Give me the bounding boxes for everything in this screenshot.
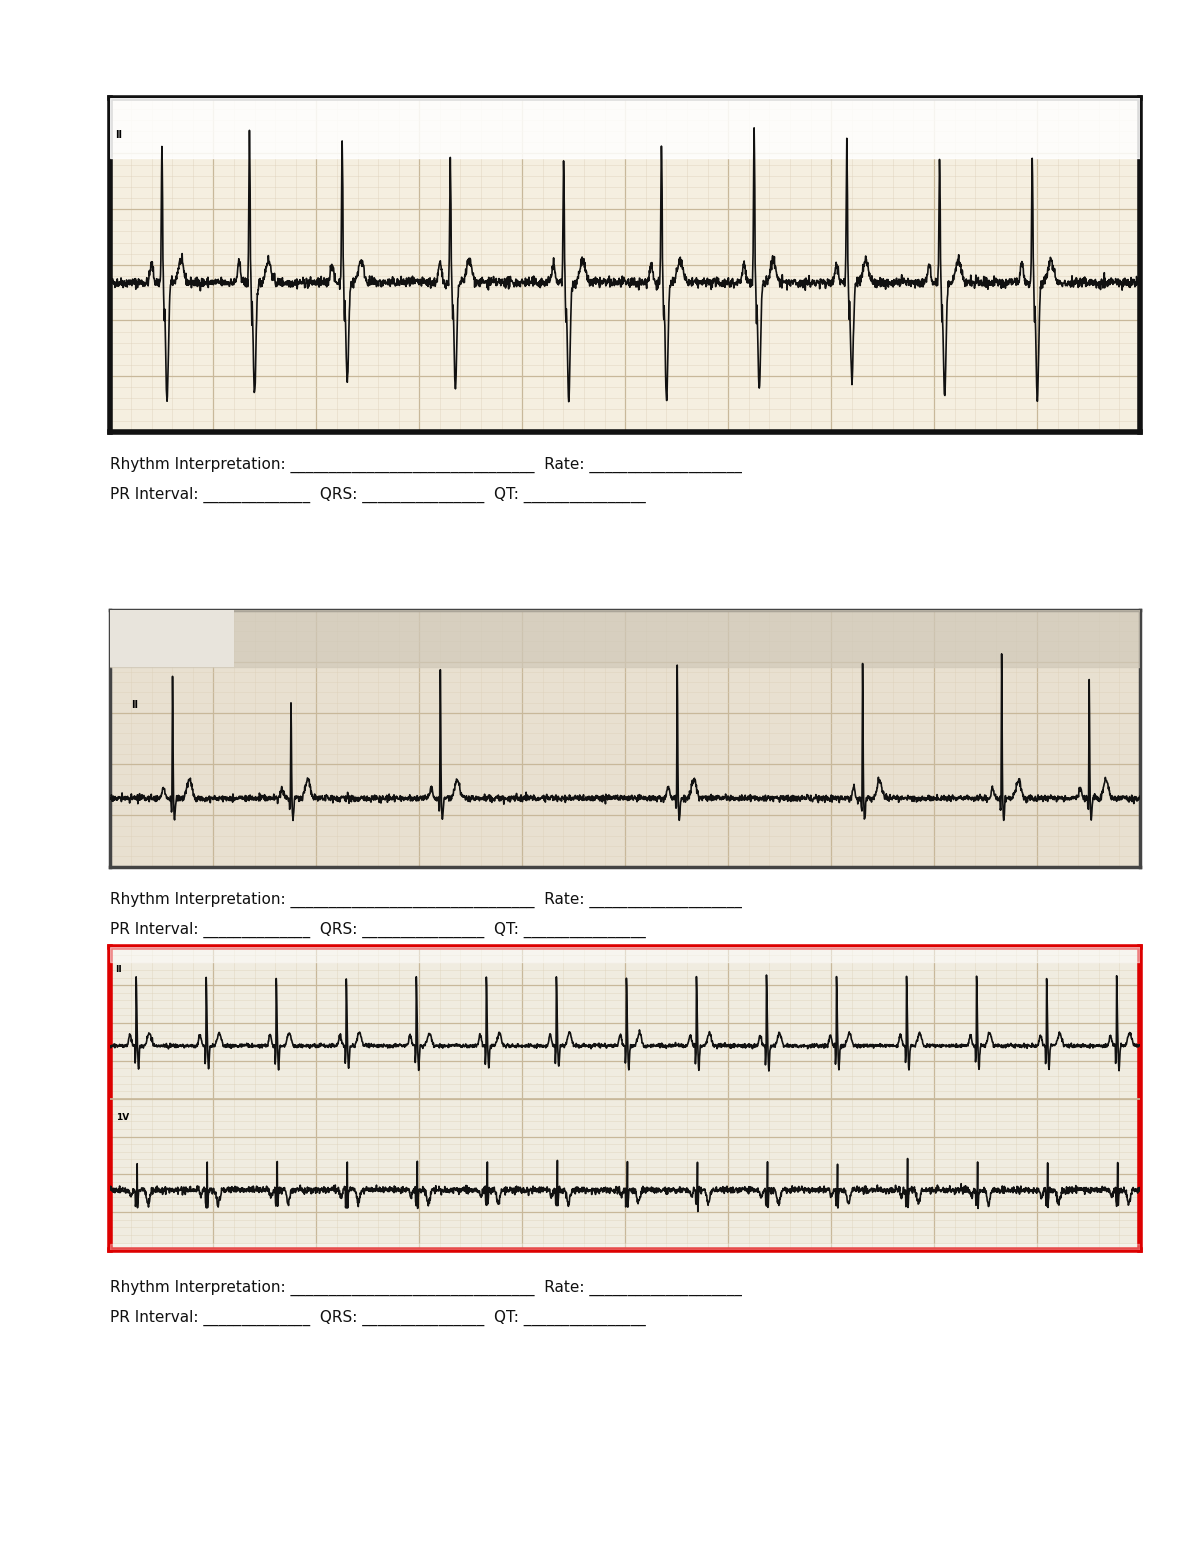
Text: Rhythm Interpretation: ________________________________  Rate: _________________: Rhythm Interpretation: _________________… <box>110 457 743 474</box>
Text: II: II <box>115 130 122 140</box>
Text: PR Interval: ______________  QRS: ________________  QT: ________________: PR Interval: ______________ QRS: _______… <box>110 921 646 938</box>
Bar <box>110 98 1140 158</box>
Text: II: II <box>131 700 138 710</box>
Text: PR Interval: ______________  QRS: ________________  QT: ________________: PR Interval: ______________ QRS: _______… <box>110 486 646 503</box>
Text: Rhythm Interpretation: ________________________________  Rate: _________________: Rhythm Interpretation: _________________… <box>110 1280 743 1297</box>
Bar <box>110 1244 1140 1250</box>
Text: PR Interval: ______________  QRS: ________________  QT: ________________: PR Interval: ______________ QRS: _______… <box>110 1309 646 1326</box>
Bar <box>110 610 234 666</box>
Text: Rhythm Interpretation: ________________________________  Rate: _________________: Rhythm Interpretation: _________________… <box>110 891 743 909</box>
Bar <box>110 947 1140 963</box>
Bar <box>110 610 1140 666</box>
Text: 1V: 1V <box>115 1114 128 1121</box>
Text: II: II <box>115 964 122 974</box>
